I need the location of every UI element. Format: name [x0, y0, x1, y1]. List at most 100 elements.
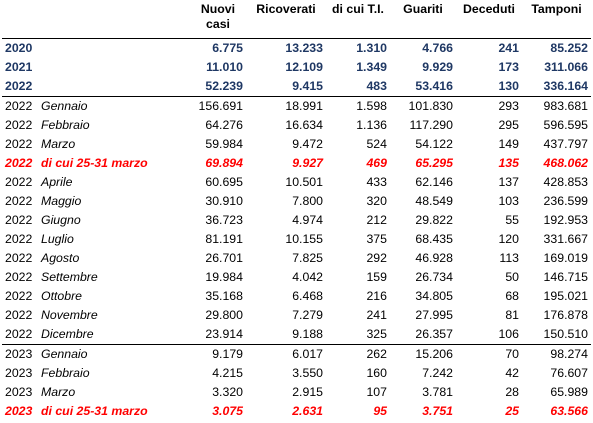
header-row: Nuovi casi Ricoverati di cui T.I. Guariti…	[2, 0, 591, 39]
guariti-cell: 26.357	[415, 327, 453, 341]
terapia-intensiva-cell: 524	[366, 137, 387, 151]
terapia-intensiva-cell: 216	[366, 289, 387, 303]
month-label: Marzo	[41, 137, 76, 151]
tamponi-cell: 437.797	[543, 137, 588, 151]
deceduti-cell: 135	[498, 156, 519, 170]
nuovi-casi-cell: 3.075	[212, 404, 243, 418]
period-cell: 2022 Aprile	[2, 173, 190, 192]
deceduti-cell: 70	[456, 344, 522, 364]
nuovi-casi-cell: 60.695	[205, 175, 243, 189]
guariti-cell: 15.206	[390, 344, 456, 364]
nuovi-casi-cell: 19.984	[205, 270, 243, 284]
header-guariti: Guariti	[403, 2, 443, 16]
nuovi-casi-cell: 59.984	[205, 137, 243, 151]
header-deceduti: Deceduti	[463, 2, 515, 16]
year-label: 2022	[5, 137, 33, 151]
nuovi-casi-cell: 4.215	[212, 366, 243, 380]
guariti-cell: 4.766	[422, 41, 453, 55]
guariti-cell: 9.929	[422, 60, 453, 74]
tamponi-cell: 63.566	[550, 404, 588, 418]
guariti-cell: 54.122	[415, 137, 453, 151]
tamponi-cell: 428.853	[543, 175, 588, 189]
month-label: Novembre	[41, 308, 98, 322]
tamponi-cell: 468.062	[543, 156, 588, 170]
year-label: 2022	[5, 289, 33, 303]
deceduti-cell: 137	[498, 175, 519, 189]
guariti-cell: 68.435	[415, 232, 453, 246]
month-label: Giugno	[41, 213, 81, 227]
terapia-intensiva-cell: 160	[366, 366, 387, 380]
terapia-intensiva-cell: 320	[366, 194, 387, 208]
ricoverati-cell: 4.042	[292, 270, 323, 284]
month-row: 2022 Marzo 59.984 9.472 524 54.122 149 437.797	[2, 135, 591, 154]
ricoverati-cell: 12.109	[285, 60, 323, 74]
nuovi-casi-cell: 35.168	[205, 289, 243, 303]
terapia-intensiva-cell: 469	[366, 156, 387, 170]
tamponi-cell: 65.989	[550, 385, 588, 399]
ricoverati-cell: 10.155	[285, 232, 323, 246]
deceduti-cell: 103	[498, 194, 519, 208]
tamponi-cell: 85.252	[550, 41, 588, 55]
year-label: 2022	[5, 79, 33, 93]
period-cell: 2022 Giugno	[2, 211, 190, 230]
year-label: 2022	[5, 270, 33, 284]
highlight-row: 2022 di cui 25-31 marzo 69.894 9.927 469 65.2…	[2, 154, 591, 173]
period-cell: 2023 Febbraio	[2, 364, 190, 383]
ricoverati-cell: 9.927	[292, 156, 323, 170]
header-ricoverati: Ricoverati	[256, 2, 316, 16]
year-label: 2022	[5, 232, 33, 246]
tamponi-cell: 76.607	[550, 366, 588, 380]
header-nuovi-casi: Nuovi casi	[200, 2, 236, 31]
month-label: Luglio	[41, 232, 74, 246]
month-label: di cui 25-31 marzo	[41, 404, 148, 418]
terapia-intensiva-cell: 325	[366, 327, 387, 341]
period-cell: 2022 Dicembre	[2, 325, 190, 345]
terapia-intensiva-cell: 433	[366, 175, 387, 189]
terapia-intensiva-cell: 262	[326, 344, 390, 364]
year-label: 2022	[5, 175, 33, 189]
header-tamponi: Tamponi	[531, 2, 582, 16]
ricoverati-cell: 9.415	[292, 79, 323, 93]
year-label: 2022	[5, 156, 33, 170]
period-cell: 2023 Gennaio	[2, 344, 190, 364]
period-cell: 2022 Ottobre	[2, 287, 190, 306]
terapia-intensiva-cell: 1.349	[356, 60, 387, 74]
tamponi-cell: 176.878	[543, 308, 588, 322]
deceduti-cell: 50	[505, 270, 519, 284]
annual-row: 2022 52.239 9.415 483 53.416 130 336.164	[2, 77, 591, 97]
month-label: Febbraio	[41, 118, 90, 132]
deceduti-cell: 81	[505, 308, 519, 322]
month-label: Agosto	[41, 251, 80, 265]
terapia-intensiva-cell: 1.310	[356, 41, 387, 55]
terapia-intensiva-cell: 483	[366, 79, 387, 93]
period-cell: 2022 Febbraio	[2, 116, 190, 135]
guariti-cell: 53.416	[415, 79, 453, 93]
month-row: 2022 Settembre 19.984 4.042 159 26.734 50 146.7…	[2, 268, 591, 287]
year-label: 2021	[5, 60, 33, 74]
guariti-cell: 65.295	[415, 156, 453, 170]
tamponi-cell: 192.953	[543, 213, 588, 227]
terapia-intensiva-cell: 159	[366, 270, 387, 284]
terapia-intensiva-cell: 212	[366, 213, 387, 227]
terapia-intensiva-cell: 292	[366, 251, 387, 265]
tamponi-cell: 311.066	[544, 60, 588, 74]
deceduti-cell: 120	[498, 232, 519, 246]
ricoverati-cell: 7.279	[292, 308, 323, 322]
month-row: 2022 Giugno 36.723 4.974 212 29.822 55 192.953	[2, 211, 591, 230]
tamponi-cell: 150.510	[543, 327, 588, 341]
year-label: 2020	[5, 41, 33, 55]
guariti-cell: 7.242	[422, 366, 453, 380]
terapia-intensiva-cell: 1.598	[326, 96, 390, 116]
deceduti-cell: 293	[456, 96, 522, 116]
annual-row: 2021 11.010 12.109 1.349 9.929 173 311.066	[2, 58, 591, 77]
ricoverati-cell: 4.974	[292, 213, 323, 227]
month-label: Settembre	[41, 270, 98, 284]
guariti-cell: 3.751	[422, 404, 453, 418]
deceduti-cell: 130	[498, 79, 519, 93]
terapia-intensiva-cell: 241	[366, 308, 387, 322]
terapia-intensiva-cell: 95	[373, 404, 387, 418]
year-label: 2022	[5, 118, 33, 132]
nuovi-casi-cell: 69.894	[205, 156, 243, 170]
month-row: 2023 Gennaio 9.179 6.017 262 15.206 70 98.274	[2, 344, 591, 364]
